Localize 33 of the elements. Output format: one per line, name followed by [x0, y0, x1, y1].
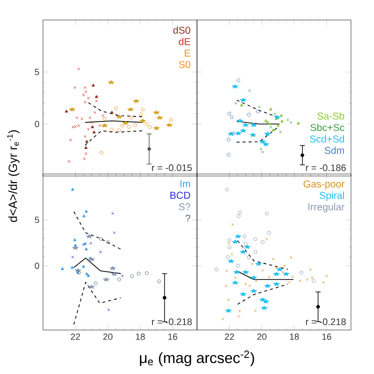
- y-tick-label: 5: [34, 216, 40, 224]
- text: dS0: [173, 26, 190, 34]
- text: Gas-poor: [304, 180, 344, 190]
- text: E: [184, 50, 190, 57]
- y-axis-title: d<A>/dr (Gyr r$_{e}$$^{-1}$): [7, 130, 20, 222]
- x-axis-title: μ$_{e}$ (mag arcsec$^{-2}$): [140, 350, 254, 366]
- text: dE: [178, 38, 190, 46]
- annotation: r = -0.186: [306, 164, 346, 172]
- x-tick-label: 22: [70, 334, 80, 340]
- annotation: r = -0.218: [152, 318, 192, 326]
- x-tick-label: 20: [103, 334, 112, 340]
- text: Im: [180, 180, 190, 188]
- annotation: r = -0.218: [306, 318, 346, 326]
- x-tick-label: 16: [322, 334, 332, 340]
- text: S?: [178, 203, 190, 210]
- text: S0: [178, 61, 190, 68]
- y-tick-label: 0: [34, 120, 40, 128]
- x-tick-label: 18: [136, 334, 145, 340]
- text: Sdm: [324, 146, 344, 154]
- x-tick-label: 20: [257, 334, 266, 340]
- text: ?: [186, 214, 190, 222]
- x-tick-label: 18: [290, 334, 299, 340]
- text: Spiral: [320, 192, 344, 201]
- annotation: r = -0.015: [152, 164, 192, 172]
- x-tick-label: 22: [224, 334, 234, 340]
- series-label: Sbc+Sc: [310, 124, 344, 132]
- text: Scd+Sd: [310, 135, 344, 142]
- y-tick-label: 0: [34, 262, 40, 269]
- y-tick-label: 5: [34, 68, 40, 76]
- series-label: Sa-Sb: [317, 112, 344, 120]
- x-tick-label: 16: [168, 334, 178, 340]
- text: Irregular: [308, 203, 344, 212]
- text: BCD: [170, 192, 190, 199]
